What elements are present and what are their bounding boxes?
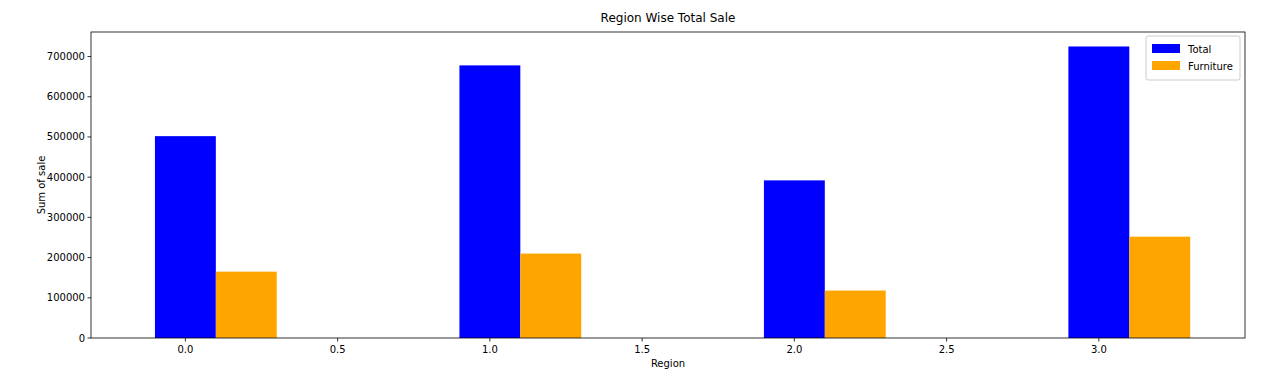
bar <box>764 180 825 338</box>
x-axis-label: Region <box>651 358 685 369</box>
y-tick <box>88 257 92 258</box>
y-tick-label: 600000 <box>47 91 85 102</box>
x-tick-label: 0.5 <box>330 344 346 355</box>
y-tick <box>88 96 92 97</box>
bar <box>155 136 216 338</box>
plot-background <box>91 32 1245 338</box>
legend-swatch <box>1152 61 1180 70</box>
legend-label: Total <box>1187 44 1211 55</box>
y-tick <box>88 338 92 339</box>
x-tick <box>946 338 947 342</box>
x-tick <box>1098 338 1099 342</box>
legend: Total Furniture <box>1146 36 1240 80</box>
bar <box>825 291 886 338</box>
plot-frame <box>91 32 1245 338</box>
y-tick <box>88 177 92 178</box>
x-tick-label: 3.0 <box>1091 344 1107 355</box>
y-tick-label: 700000 <box>47 51 85 62</box>
legend-label: Furniture <box>1188 61 1233 72</box>
y-tick-label: 300000 <box>47 212 85 223</box>
y-tick <box>88 217 92 218</box>
y-tick-label: 200000 <box>47 252 85 263</box>
y-tick <box>88 56 92 57</box>
y-axis-label: Sum of sale <box>36 156 47 215</box>
x-tick <box>337 338 338 342</box>
x-tick <box>185 338 186 342</box>
chart-root: 0.0 0.5 1.0 1.5 2.0 2.5 3.0 0 100000 200000 300000… <box>0 0 1271 386</box>
x-tick <box>489 338 490 342</box>
chart-svg: 0.0 0.5 1.0 1.5 2.0 2.5 3.0 0 100000 200000 300000… <box>0 0 1271 386</box>
x-tick-label: 2.0 <box>786 344 802 355</box>
bar <box>1129 237 1190 338</box>
x-tick <box>794 338 795 342</box>
legend-box <box>1146 36 1240 80</box>
bars <box>155 46 1190 338</box>
bar <box>1068 46 1129 338</box>
y-tick <box>88 136 92 137</box>
x-tick-label: 0.0 <box>177 344 193 355</box>
x-tick <box>642 338 643 342</box>
y-tick <box>88 297 92 298</box>
x-tick-label: 1.5 <box>634 344 650 355</box>
x-tick-label: 1.0 <box>482 344 498 355</box>
y-tick-label: 400000 <box>47 172 85 183</box>
x-tick-label: 2.5 <box>939 344 955 355</box>
y-tick-label: 100000 <box>47 292 85 303</box>
y-tick-label: 0 <box>79 333 85 344</box>
title: Region Wise Total Sale <box>601 11 736 25</box>
bar <box>520 254 581 338</box>
legend-swatch <box>1152 44 1180 53</box>
bar <box>459 65 520 338</box>
bar <box>216 272 277 338</box>
y-tick-label: 500000 <box>47 131 85 142</box>
